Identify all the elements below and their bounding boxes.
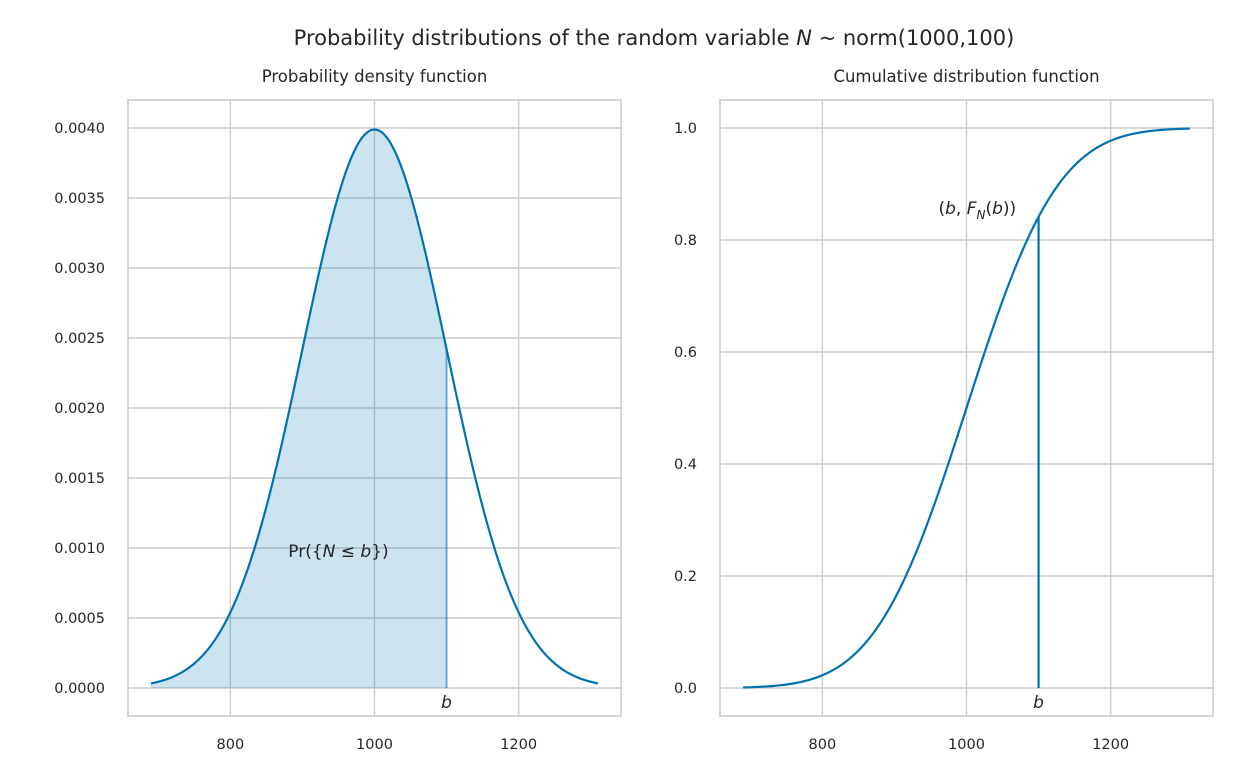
pdf-y-ticks: 0.0000 0.0005 0.0010 0.0015 0.0020 0.0025 0.00… — [54, 121, 105, 697]
x-tick-label: 1000 — [948, 737, 985, 753]
y-tick-label: 0.0040 — [54, 121, 105, 137]
x-tick-label: 1000 — [356, 737, 393, 753]
cdf-b-label: b — [1033, 693, 1044, 713]
pdf-curve — [150, 128, 599, 685]
y-tick-label: 0.2 — [674, 569, 697, 585]
y-tick-label: 1.0 — [674, 121, 697, 137]
x-tick-label: 1200 — [500, 737, 537, 753]
cdf-x-ticks: 800 1000 1200 — [809, 737, 1130, 753]
x-tick-label: 800 — [217, 737, 245, 753]
y-tick-label: 0.4 — [674, 457, 697, 473]
y-tick-label: 0.0005 — [54, 611, 105, 627]
cdf-title: Cumulative distribution function — [833, 67, 1099, 86]
y-tick-label: 0.8 — [674, 233, 697, 249]
pdf-shaded-area — [151, 129, 447, 689]
y-tick-label: 0.0000 — [54, 681, 105, 697]
x-tick-label: 1200 — [1092, 737, 1129, 753]
cdf-gridlines — [720, 100, 1213, 716]
y-tick-label: 0.0020 — [54, 401, 105, 417]
y-tick-label: 0.0 — [674, 681, 697, 697]
figure-suptitle: Probability distributions of the random … — [294, 26, 1015, 50]
pdf-panel: Probability density function 800 1000 1200… — [54, 67, 622, 753]
y-tick-label: 0.0015 — [54, 471, 105, 487]
pdf-frame — [127, 99, 622, 717]
cdf-frame — [719, 99, 1214, 717]
y-tick-label: 0.0010 — [54, 541, 105, 557]
y-tick-label: 0.0025 — [54, 331, 105, 347]
pdf-title: Probability density function — [262, 67, 488, 86]
cdf-y-ticks: 0.0 0.2 0.4 0.6 0.8 1.0 — [674, 121, 697, 697]
y-tick-label: 0.0030 — [54, 261, 105, 277]
pdf-x-ticks: 800 1000 1200 — [217, 737, 538, 753]
cdf-panel: Cumulative distribution function 800 1000… — [674, 67, 1214, 753]
pdf-gridlines — [128, 100, 621, 716]
pdf-area-label: Pr({N ≤ b}) — [288, 542, 388, 562]
x-tick-label: 800 — [809, 737, 837, 753]
cdf-point-label: (b, FN(b)) — [938, 199, 1016, 222]
cdf-curve — [743, 127, 1190, 689]
y-tick-label: 0.6 — [674, 345, 697, 361]
pdf-b-label: b — [441, 693, 452, 713]
y-tick-label: 0.0035 — [54, 191, 105, 207]
